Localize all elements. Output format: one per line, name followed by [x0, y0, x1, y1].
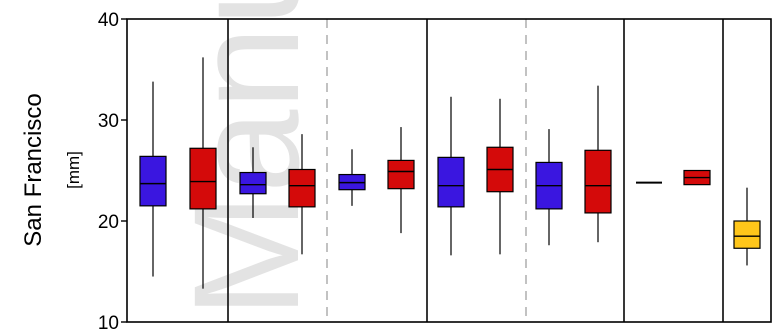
- box-3: [239, 147, 267, 218]
- box-iqr-rect: [584, 149, 612, 214]
- box-12: [683, 169, 711, 186]
- box-iqr-rect: [189, 147, 217, 210]
- plot-frame: [126, 18, 772, 323]
- y-tick-label: 10: [98, 313, 119, 329]
- box-8: [486, 98, 514, 255]
- box-5: [338, 149, 366, 206]
- box-series: [139, 57, 761, 289]
- box-7: [437, 96, 465, 256]
- box-iqr-rect: [733, 220, 761, 249]
- y-tick-label: 20: [98, 212, 119, 233]
- y-axis-unit-label: [mm]: [64, 151, 83, 189]
- box-9: [535, 129, 563, 246]
- box-4: [288, 134, 316, 255]
- box-iqr-rect: [139, 155, 167, 207]
- box-13: [733, 187, 761, 266]
- y-tick-label: 30: [98, 111, 119, 132]
- watermark-text: Manu: [162, 0, 330, 318]
- box-iqr-rect: [387, 159, 415, 190]
- box-10: [584, 85, 612, 243]
- box-2: [189, 57, 217, 289]
- y-axis-label: San Francisco: [20, 93, 47, 246]
- box-iqr-rect: [239, 171, 267, 195]
- y-tick-label: 40: [98, 10, 119, 31]
- y-axis-ticks: 10 20 30 40: [98, 10, 127, 329]
- box-6: [387, 127, 415, 234]
- group-separators: [227, 19, 724, 322]
- box-iqr-rect: [437, 156, 465, 208]
- box-1: [139, 81, 167, 277]
- box-iqr-rect: [288, 168, 316, 208]
